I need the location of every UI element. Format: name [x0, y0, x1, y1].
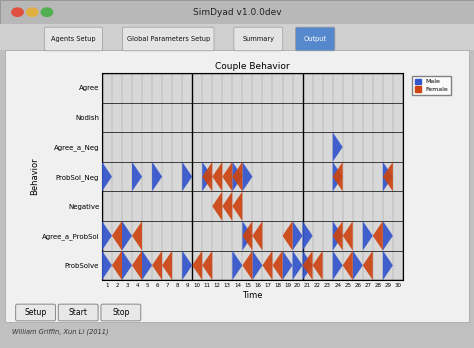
- Polygon shape: [302, 251, 313, 280]
- Polygon shape: [333, 221, 343, 251]
- Text: Agents Setup: Agents Setup: [51, 36, 96, 42]
- Polygon shape: [132, 162, 142, 191]
- Y-axis label: Behavior: Behavior: [30, 158, 39, 196]
- Polygon shape: [373, 221, 383, 251]
- FancyBboxPatch shape: [0, 0, 474, 24]
- FancyBboxPatch shape: [122, 27, 214, 51]
- Polygon shape: [283, 221, 292, 251]
- Text: Setup: Setup: [25, 308, 46, 317]
- Polygon shape: [102, 162, 112, 191]
- Polygon shape: [263, 251, 273, 280]
- Polygon shape: [152, 251, 162, 280]
- Polygon shape: [182, 251, 192, 280]
- Polygon shape: [283, 251, 292, 280]
- Polygon shape: [102, 251, 112, 280]
- Polygon shape: [252, 221, 263, 251]
- Polygon shape: [333, 162, 343, 191]
- Text: Start: Start: [69, 308, 88, 317]
- Polygon shape: [292, 221, 302, 251]
- Polygon shape: [202, 162, 212, 191]
- Polygon shape: [232, 162, 242, 191]
- X-axis label: Time: Time: [242, 291, 263, 300]
- Polygon shape: [242, 221, 252, 251]
- Polygon shape: [212, 162, 222, 191]
- Polygon shape: [202, 162, 212, 191]
- Text: Stop: Stop: [112, 308, 129, 317]
- Polygon shape: [242, 251, 252, 280]
- Polygon shape: [343, 221, 353, 251]
- Title: Couple Behavior: Couple Behavior: [215, 62, 290, 71]
- Polygon shape: [242, 162, 252, 191]
- FancyBboxPatch shape: [58, 304, 98, 321]
- FancyBboxPatch shape: [296, 27, 335, 51]
- FancyBboxPatch shape: [16, 304, 55, 321]
- Polygon shape: [182, 162, 192, 191]
- FancyBboxPatch shape: [5, 50, 469, 322]
- Polygon shape: [363, 221, 373, 251]
- Polygon shape: [122, 221, 132, 251]
- Polygon shape: [152, 162, 162, 191]
- Text: William Griffin, Xun Li (2011): William Griffin, Xun Li (2011): [12, 328, 109, 334]
- Polygon shape: [383, 251, 393, 280]
- Text: Global Parameters Setup: Global Parameters Setup: [127, 36, 210, 42]
- Polygon shape: [363, 251, 373, 280]
- Circle shape: [41, 8, 53, 16]
- Polygon shape: [383, 162, 393, 191]
- Polygon shape: [142, 251, 152, 280]
- Polygon shape: [212, 191, 222, 221]
- Polygon shape: [383, 162, 393, 191]
- Polygon shape: [383, 221, 393, 251]
- Polygon shape: [242, 221, 252, 251]
- Polygon shape: [292, 251, 302, 280]
- Polygon shape: [112, 251, 122, 280]
- Polygon shape: [273, 251, 283, 280]
- Polygon shape: [232, 191, 242, 221]
- Polygon shape: [302, 221, 313, 251]
- Polygon shape: [222, 162, 232, 191]
- FancyBboxPatch shape: [101, 304, 141, 321]
- Polygon shape: [302, 251, 313, 280]
- Legend: Male, Female: Male, Female: [412, 76, 451, 95]
- Polygon shape: [353, 251, 363, 280]
- Polygon shape: [102, 221, 112, 251]
- Circle shape: [27, 8, 38, 16]
- Circle shape: [12, 8, 23, 16]
- Polygon shape: [232, 162, 242, 191]
- Polygon shape: [313, 251, 323, 280]
- Polygon shape: [202, 251, 212, 280]
- Polygon shape: [343, 251, 353, 280]
- Polygon shape: [333, 251, 343, 280]
- Text: Output: Output: [304, 36, 327, 42]
- Polygon shape: [132, 251, 142, 280]
- Polygon shape: [333, 221, 343, 251]
- Polygon shape: [112, 221, 122, 251]
- FancyBboxPatch shape: [0, 24, 474, 50]
- Polygon shape: [252, 251, 263, 280]
- Polygon shape: [132, 221, 142, 251]
- Text: Summary: Summary: [242, 36, 274, 42]
- FancyBboxPatch shape: [45, 27, 102, 51]
- Polygon shape: [222, 191, 232, 221]
- Polygon shape: [333, 132, 343, 162]
- FancyBboxPatch shape: [234, 27, 283, 51]
- Polygon shape: [122, 251, 132, 280]
- Text: SimDyad v1.0.0dev: SimDyad v1.0.0dev: [193, 8, 281, 17]
- Polygon shape: [162, 251, 172, 280]
- Polygon shape: [232, 251, 242, 280]
- Polygon shape: [192, 251, 202, 280]
- Polygon shape: [333, 162, 343, 191]
